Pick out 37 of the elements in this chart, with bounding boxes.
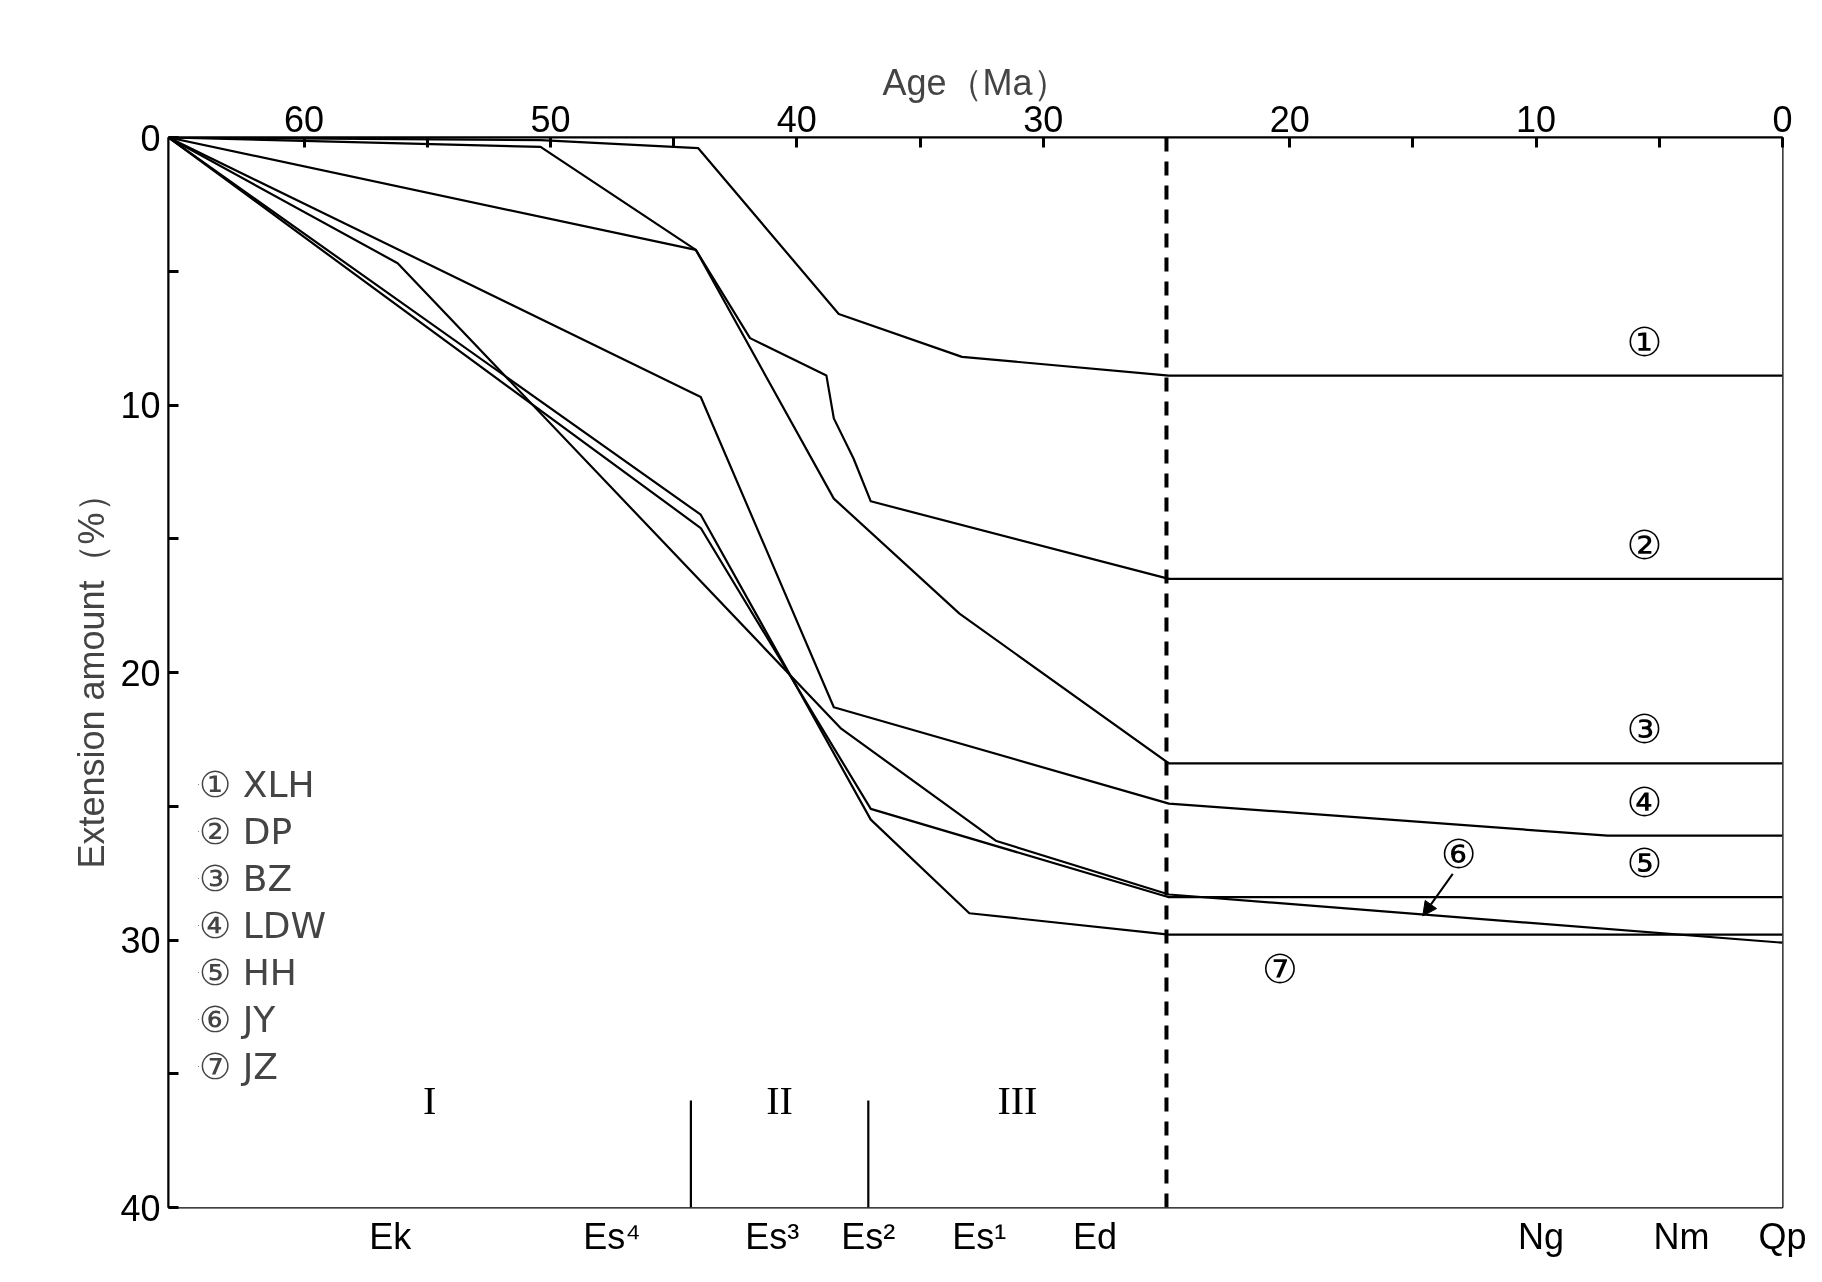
x-tick-label: 20 [1269,98,1310,140]
legend-label: ④ LDW [199,905,327,946]
y-tick-label: 30 [120,920,161,961]
y-axis-title: Extension amount（%） [71,476,113,869]
legend-label: ② DP [199,811,293,852]
annotation: ③ [1626,706,1663,753]
annotation: ⑥ [1440,830,1477,877]
annotation: Es⁴ [583,1215,641,1257]
band-label: II [766,1078,793,1123]
x-tick-label: 0 [1772,98,1793,140]
annotation: ④ [1626,778,1663,825]
annotation: Es² [841,1215,896,1257]
annotation: Nm [1653,1215,1710,1257]
annotation: Qp [1758,1215,1807,1257]
x-tick-label: 60 [284,98,325,140]
annotation: Ek [369,1215,413,1257]
annotation: Ng [1518,1215,1565,1257]
legend-label: ⑤ HH [199,952,297,993]
legend-label: ⑦ JZ [199,1046,278,1087]
x-tick-label: 50 [530,98,571,140]
annotation: ⑤ [1626,840,1663,887]
y-tick-label: 10 [120,385,161,426]
y-tick-label: 40 [120,1187,161,1229]
annotation: Es³ [745,1215,800,1257]
x-tick-label: 10 [1516,98,1557,140]
band-label: I [423,1078,437,1123]
legend-label: ⑥ JY [199,999,276,1040]
annotation: Ed [1072,1215,1118,1257]
annotation: ① [1626,318,1663,365]
band-label: III [997,1078,1038,1123]
annotation: Es¹ [952,1215,1007,1257]
x-tick-label: 40 [776,98,817,140]
annotation: ⑦ [1261,945,1298,992]
y-tick-label: 20 [120,652,161,694]
legend-label: ① XLH [199,764,315,805]
annotation: ② [1626,521,1663,568]
legend-label: ③ BZ [199,858,293,899]
